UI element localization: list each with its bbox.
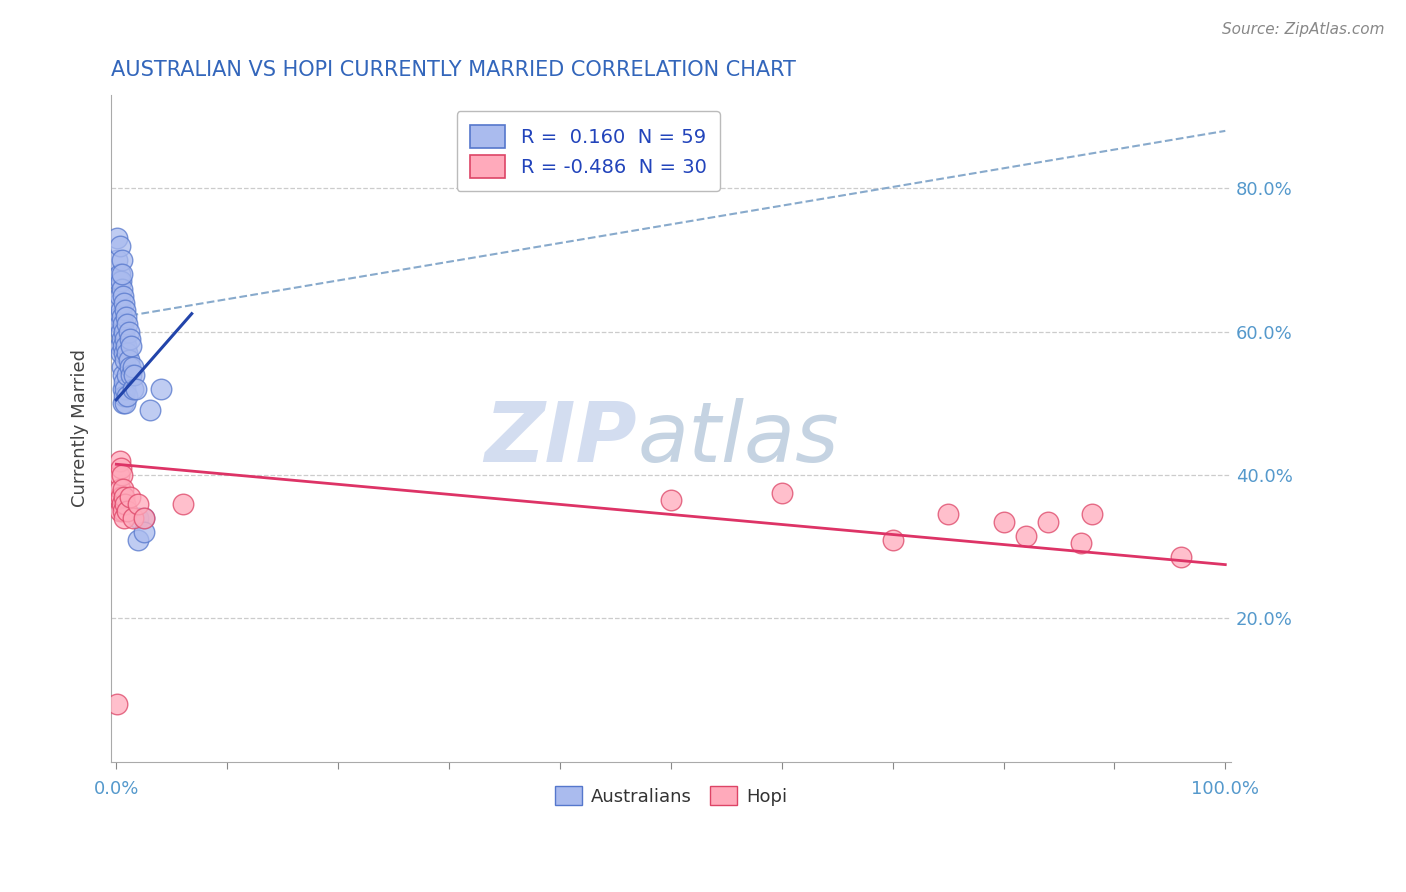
Point: [111, 468, 134, 483]
Point: [936, 508, 959, 522]
Point: [111, 382, 134, 396]
Point: [108, 453, 131, 467]
Point: [107, 310, 129, 325]
Point: [107, 296, 129, 310]
Text: ZIP: ZIP: [485, 398, 637, 479]
Point: [117, 325, 139, 339]
Point: [107, 698, 129, 712]
Point: [114, 303, 136, 318]
Point: [115, 339, 138, 353]
Point: [111, 282, 134, 296]
Point: [111, 497, 134, 511]
Point: [1070, 536, 1092, 550]
Point: [117, 504, 139, 518]
Text: AUSTRALIAN VS HOPI CURRENTLY MARRIED CORRELATION CHART: AUSTRALIAN VS HOPI CURRENTLY MARRIED COR…: [111, 60, 796, 79]
Point: [114, 353, 136, 368]
Point: [122, 511, 145, 525]
Point: [132, 525, 155, 540]
Point: [112, 296, 135, 310]
Text: Source: ZipAtlas.com: Source: ZipAtlas.com: [1222, 22, 1385, 37]
Point: [111, 483, 134, 497]
Point: [107, 252, 129, 267]
Point: [108, 289, 131, 303]
Point: [118, 360, 141, 375]
Point: [111, 339, 134, 353]
Point: [108, 483, 131, 497]
Point: [132, 511, 155, 525]
Point: [659, 493, 682, 508]
Point: [107, 490, 129, 504]
Point: [108, 267, 131, 281]
Point: [110, 460, 132, 475]
Point: [111, 332, 134, 346]
Point: [114, 396, 136, 410]
Point: [114, 382, 136, 396]
Point: [120, 368, 142, 382]
Point: [110, 346, 132, 360]
Point: [108, 238, 131, 252]
Point: [111, 368, 134, 382]
Point: [1015, 529, 1038, 543]
Point: [112, 490, 135, 504]
Point: [882, 533, 904, 547]
Point: [111, 267, 134, 281]
Point: [149, 382, 172, 396]
Point: [107, 231, 129, 245]
Point: [108, 318, 131, 332]
Point: [107, 275, 129, 289]
Point: [112, 325, 135, 339]
Point: [111, 252, 134, 267]
Point: [122, 382, 145, 396]
Point: [118, 332, 141, 346]
Point: [118, 490, 141, 504]
Y-axis label: Currently Married: Currently Married: [72, 350, 89, 508]
Point: [120, 339, 142, 353]
Point: [114, 332, 136, 346]
Point: [112, 346, 135, 360]
Point: [125, 382, 148, 396]
Point: [108, 339, 131, 353]
Point: [172, 497, 194, 511]
Point: [110, 325, 132, 339]
Point: [1170, 550, 1192, 565]
Point: [128, 511, 150, 525]
Point: [770, 486, 793, 500]
Point: [108, 504, 131, 518]
Point: [112, 389, 135, 403]
Point: [138, 403, 160, 417]
Point: [114, 497, 136, 511]
Point: [1036, 515, 1059, 529]
Point: [111, 310, 134, 325]
Point: [117, 389, 139, 403]
Legend: Australians, Hopi: Australians, Hopi: [547, 779, 794, 813]
Point: [110, 303, 132, 318]
Point: [111, 504, 134, 518]
Point: [132, 511, 155, 525]
Point: [112, 511, 135, 525]
Point: [111, 289, 134, 303]
Point: [111, 360, 134, 375]
Point: [110, 275, 132, 289]
Point: [117, 353, 139, 368]
Point: [117, 368, 139, 382]
Point: [128, 497, 150, 511]
Point: [110, 490, 132, 504]
Point: [107, 468, 129, 483]
Point: [1081, 508, 1104, 522]
Point: [122, 368, 145, 382]
Point: [993, 515, 1015, 529]
Point: [128, 533, 150, 547]
Point: [115, 310, 138, 325]
Point: [111, 396, 134, 410]
Point: [122, 360, 145, 375]
Point: [111, 318, 134, 332]
Point: [117, 346, 139, 360]
Point: [112, 375, 135, 389]
Point: [117, 318, 139, 332]
Text: atlas: atlas: [637, 398, 839, 479]
